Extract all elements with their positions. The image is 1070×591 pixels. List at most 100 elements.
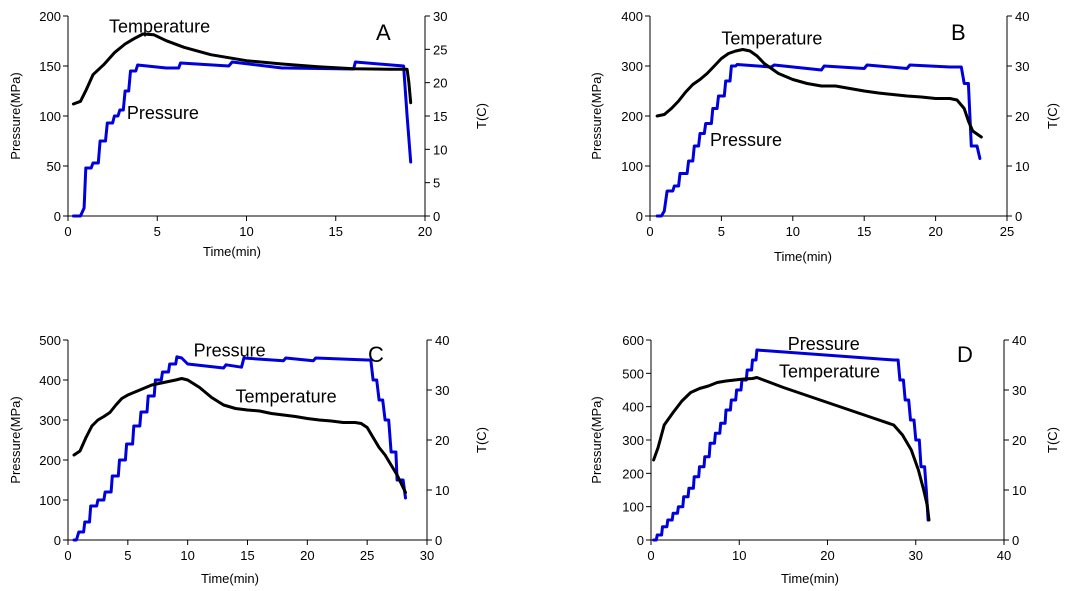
- y-tick-label: 300: [621, 59, 643, 74]
- x-tick-label: 0: [647, 548, 654, 563]
- y-tick-label: 200: [39, 9, 61, 24]
- panel-letter: D: [957, 342, 973, 367]
- y2-tick-label: 20: [435, 433, 449, 448]
- temperature-series-label: Temperature: [236, 387, 337, 407]
- y-tick-label: 50: [47, 159, 61, 174]
- y2-tick-label: 0: [1015, 209, 1022, 224]
- y-axis-label: Pressure(MPa): [8, 396, 23, 483]
- y2-axis-label: T(C): [474, 427, 489, 453]
- pressure-series-label: Pressure: [788, 334, 860, 354]
- y2-tick-label: 30: [1015, 59, 1029, 74]
- x-tick-label: 20: [300, 548, 314, 563]
- temperature-line: [652, 376, 931, 522]
- x-tick-label: 20: [820, 548, 834, 563]
- x-tick-label: 5: [718, 224, 725, 239]
- y-tick-label: 300: [622, 433, 644, 448]
- y-axis-label: Pressure(MPa): [589, 72, 604, 159]
- x-tick-label: 10: [786, 224, 800, 239]
- temperature-line: [71, 32, 413, 106]
- pressure-series-label: Pressure: [127, 103, 199, 123]
- y-tick-label: 400: [621, 9, 643, 24]
- panel-a: 0 5 10 15 20050100150200051015202530Time(min…: [8, 9, 489, 259]
- panel-letter: B: [951, 20, 966, 45]
- x-tick-label: 10: [732, 548, 746, 563]
- y2-tick-label: 0: [433, 209, 440, 224]
- temperature-line: [72, 377, 407, 494]
- x-tick-label: 20: [928, 224, 942, 239]
- temperature-series-label: Temperature: [779, 362, 880, 382]
- y2-tick-label: 15: [433, 109, 447, 124]
- temperature-series-label: Temperature: [721, 29, 822, 49]
- y-tick-label: 100: [621, 159, 643, 174]
- y-tick-label: 100: [39, 493, 61, 508]
- y-tick-label: 0: [636, 209, 643, 224]
- temperature-series-label: Temperature: [109, 17, 210, 37]
- x-tick-label: 0: [646, 224, 653, 239]
- y-axis-label: Pressure(MPa): [8, 72, 23, 159]
- y2-tick-label: 10: [1015, 159, 1029, 174]
- x-tick-label: 15: [857, 224, 871, 239]
- x-axis-label: Time(min): [201, 571, 259, 586]
- y-tick-label: 0: [54, 209, 61, 224]
- y-tick-label: 200: [39, 453, 61, 468]
- y2-tick-label: 0: [435, 533, 442, 548]
- y2-tick-label: 30: [1012, 383, 1026, 398]
- y2-tick-label: 25: [433, 42, 447, 57]
- x-tick-label: 30: [420, 548, 434, 563]
- x-axis-label: Time(min): [203, 244, 261, 259]
- y2-tick-label: 20: [1012, 433, 1026, 448]
- x-tick-label: 5: [154, 224, 161, 239]
- x-axis-label: Time(min): [774, 249, 832, 264]
- y2-tick-label: 5: [433, 176, 440, 191]
- y-tick-label: 500: [39, 333, 61, 348]
- x-tick-label: 40: [997, 548, 1011, 563]
- y2-tick-label: 40: [1015, 9, 1029, 24]
- y2-axis-label: T(C): [1045, 427, 1060, 453]
- x-tick-label: 0: [64, 548, 71, 563]
- panel-d: 0 10 20 30 400100200300400500600010203040Tim…: [589, 333, 1060, 586]
- panel-letter: A: [376, 20, 391, 45]
- temperature-line: [655, 48, 983, 139]
- y-tick-label: 0: [54, 533, 61, 548]
- x-tick-label: 15: [329, 224, 343, 239]
- y-axis-label: Pressure(MPa): [589, 396, 604, 483]
- y2-tick-label: 40: [1012, 333, 1026, 348]
- pressure-series-label: Pressure: [194, 340, 266, 360]
- x-tick-label: 15: [240, 548, 254, 563]
- y2-tick-label: 30: [435, 383, 449, 398]
- y2-tick-label: 20: [1015, 109, 1029, 124]
- y-tick-label: 400: [39, 373, 61, 388]
- x-tick-label: 25: [360, 548, 374, 563]
- panel-c: 0 5 10 15 20 25 300100200300400500010203040Tim…: [8, 333, 489, 586]
- pressure-line: [71, 60, 413, 218]
- y-tick-label: 100: [39, 109, 61, 124]
- y2-tick-label: 10: [435, 483, 449, 498]
- x-tick-label: 0: [64, 224, 71, 239]
- y-tick-label: 100: [622, 500, 644, 515]
- y2-tick-label: 0: [1012, 533, 1019, 548]
- x-tick-label: 5: [124, 548, 131, 563]
- y-tick-label: 600: [622, 333, 644, 348]
- x-tick-label: 20: [418, 224, 432, 239]
- y-tick-label: 0: [637, 533, 644, 548]
- y2-tick-label: 10: [433, 142, 447, 157]
- y2-axis-label: T(C): [1045, 103, 1060, 129]
- x-tick-label: 30: [909, 548, 923, 563]
- pressure-line: [655, 63, 982, 218]
- y2-tick-label: 10: [1012, 483, 1026, 498]
- x-tick-label: 25: [1000, 224, 1014, 239]
- y2-axis-label: T(C): [474, 103, 489, 129]
- pressure-line: [72, 355, 407, 542]
- y-tick-label: 150: [39, 59, 61, 74]
- x-tick-label: 10: [239, 224, 253, 239]
- y-tick-label: 400: [622, 400, 644, 415]
- pressure-series-label: Pressure: [710, 130, 782, 150]
- y-tick-label: 300: [39, 413, 61, 428]
- y-tick-label: 500: [622, 366, 644, 381]
- y-tick-label: 200: [622, 466, 644, 481]
- pressure-line: [652, 348, 930, 542]
- panel-b: 0 5 10 15 20 250100200300400010203040Time(min…: [589, 9, 1060, 264]
- y2-tick-label: 20: [433, 76, 447, 91]
- x-axis-label: Time(min): [781, 571, 839, 586]
